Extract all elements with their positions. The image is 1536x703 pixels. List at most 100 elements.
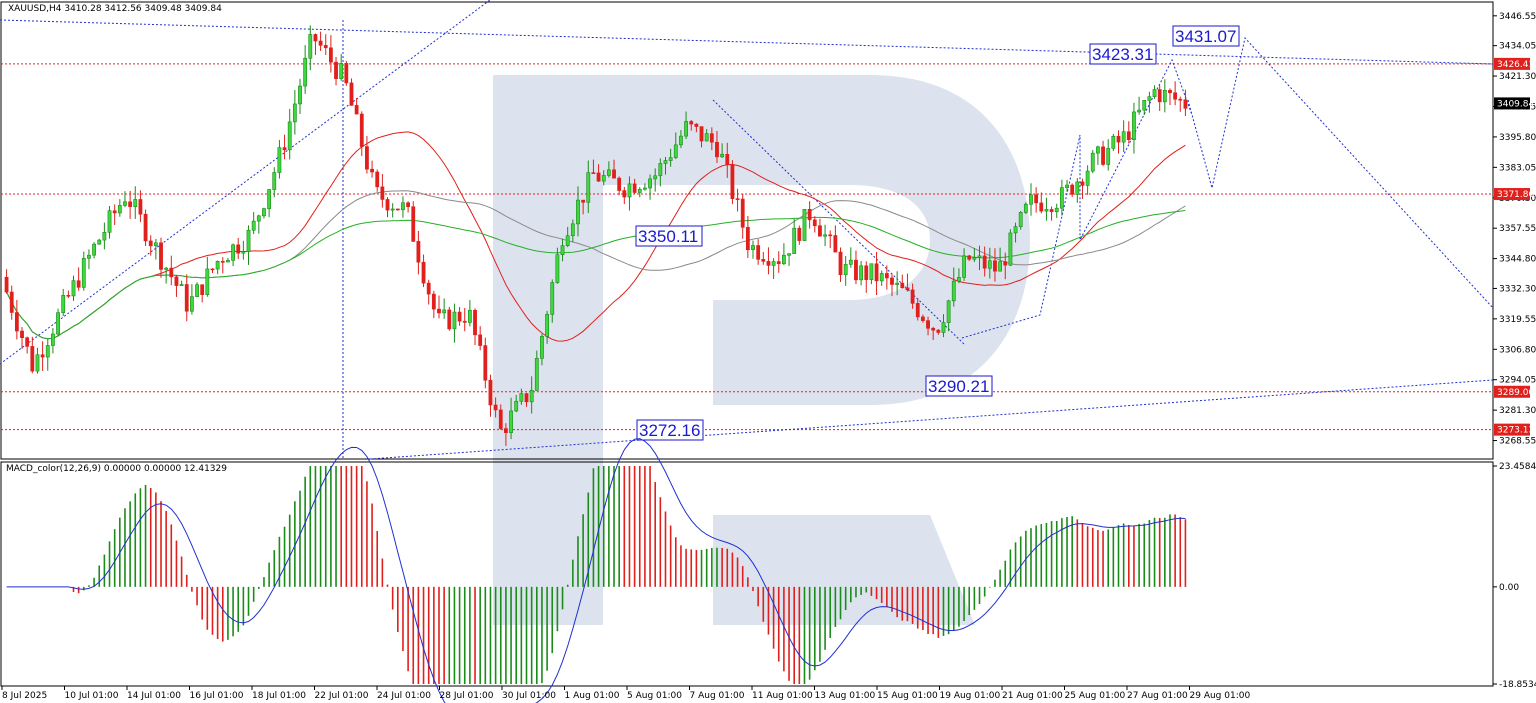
time-tick-label: 21 Aug 01:00 — [1002, 691, 1063, 701]
candle-body — [287, 121, 292, 151]
candle-body — [658, 163, 663, 177]
candle-body — [781, 254, 786, 265]
candle-body — [1018, 212, 1023, 227]
candle-body — [519, 393, 524, 402]
candle-body — [1054, 207, 1059, 213]
candle-body — [431, 293, 436, 310]
price-tick-label: 3294.05 — [1499, 376, 1536, 386]
candle-body — [56, 312, 60, 335]
annotation-label: 3431.07 — [1175, 27, 1236, 46]
candle-body — [1090, 152, 1095, 172]
time-tick-label: 27 Aug 01:00 — [1127, 691, 1188, 701]
candle-body — [1121, 131, 1126, 143]
candle-body — [993, 260, 997, 272]
macd-tick-label: -18.85345 — [1499, 680, 1536, 690]
candle-body — [859, 265, 864, 281]
level-tag-label: 3289.00 — [1497, 388, 1534, 398]
time-tick-label: 11 Aug 01:00 — [752, 691, 813, 701]
candle-body — [982, 255, 987, 269]
candle-body — [874, 263, 879, 282]
candle-body — [828, 234, 833, 237]
candle-body — [498, 409, 503, 429]
candle-body — [606, 169, 611, 176]
candle-body — [442, 309, 447, 314]
candle-body — [745, 227, 750, 251]
candle-body — [447, 309, 452, 330]
candle-body — [689, 121, 694, 125]
time-axis: 8 Jul 2025 10 Jul 01:00 14 Jul 01:00 16 Jul… — [1, 686, 1250, 701]
candle-body — [452, 311, 457, 330]
candle-body — [1003, 261, 1008, 266]
candle-body — [730, 164, 735, 199]
trend-lines — [0, 0, 1494, 460]
candle-body — [1157, 89, 1162, 103]
candle-body — [596, 172, 601, 182]
time-tick-label: 25 Aug 01:00 — [1065, 691, 1126, 701]
time-tick-label: 5 Aug 01:00 — [627, 691, 682, 701]
candle-body — [915, 303, 920, 318]
time-tick-label: 19 Aug 01:00 — [940, 691, 1001, 701]
candle-body — [565, 235, 570, 246]
price-tick-label: 3306.80 — [1499, 345, 1536, 355]
candle-body — [169, 267, 174, 278]
candle-body — [812, 219, 817, 227]
candle-body — [1106, 148, 1111, 165]
candle-body — [931, 328, 936, 331]
candle-body — [9, 291, 14, 313]
candle-body — [977, 255, 982, 258]
candle-body — [1096, 146, 1100, 154]
candle-body — [184, 284, 189, 312]
candle-body — [282, 147, 287, 151]
macd-tick-label: 0.00 — [1499, 583, 1519, 593]
candle-body — [20, 330, 24, 339]
candle-body — [76, 280, 81, 288]
candle-body — [843, 264, 848, 276]
watermark-logo-icon — [493, 75, 1030, 625]
candle-body — [251, 220, 256, 231]
candle-body — [133, 199, 138, 207]
candle-body — [957, 277, 961, 282]
candle-body — [555, 254, 560, 283]
candle-body — [437, 308, 441, 314]
candle-body — [807, 209, 812, 221]
candle-body — [107, 210, 112, 233]
candle-body — [66, 295, 71, 297]
candle-body — [534, 358, 539, 391]
candle-body — [406, 202, 411, 208]
price-tick-label: 3383.05 — [1499, 163, 1536, 173]
candle-body — [972, 257, 977, 260]
candle-body — [81, 258, 86, 288]
candle-body — [1173, 92, 1178, 100]
annotation-box — [925, 375, 993, 397]
candle-body — [231, 244, 235, 261]
candle-body — [1049, 209, 1054, 213]
candle-body — [838, 251, 843, 276]
time-tick-label: 16 Jul 01:00 — [190, 691, 244, 701]
candle-body — [421, 261, 426, 284]
candle-body — [328, 47, 333, 63]
candle-body — [143, 213, 148, 242]
candle-body — [61, 295, 66, 313]
time-tick-label: 8 Jul 2025 — [2, 691, 47, 701]
candle-body — [740, 198, 745, 228]
candle-body — [823, 234, 827, 237]
candle-body — [962, 255, 966, 278]
candle-body — [586, 172, 591, 203]
candle-body — [51, 333, 55, 346]
candle-body — [370, 168, 374, 173]
candle-body — [30, 346, 35, 372]
candle-body — [195, 284, 199, 297]
candle-body — [1168, 89, 1172, 94]
level-tag — [1494, 385, 1530, 398]
candle-body — [205, 268, 210, 295]
moving-averages — [6, 131, 1186, 342]
candle-body — [354, 105, 359, 115]
candle-body — [457, 311, 462, 322]
candle-body — [890, 277, 894, 285]
candle-body — [941, 322, 946, 333]
macd-header: MACD_color(12,26,9) 0.00000 0.00000 12.4… — [6, 464, 227, 474]
candle-body — [540, 336, 544, 359]
candle-body — [627, 183, 632, 198]
candle-body — [179, 284, 184, 286]
